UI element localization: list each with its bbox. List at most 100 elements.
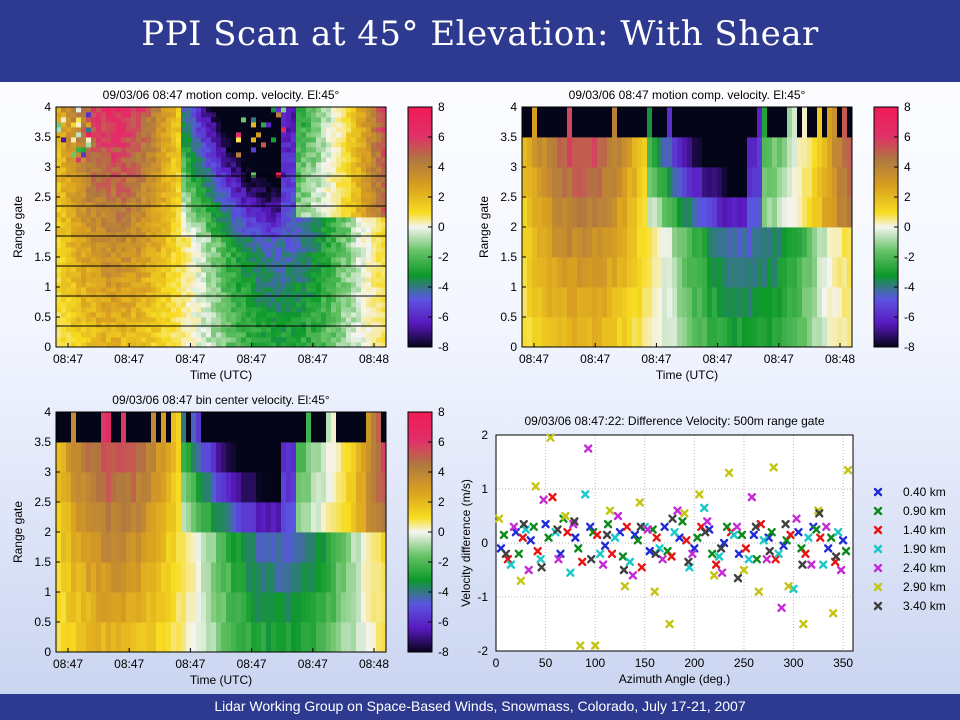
heatmap-cell: [111, 152, 117, 158]
heatmap-cell: [151, 317, 157, 323]
heatmap-cell: [151, 202, 157, 208]
heatmap-cell: [757, 107, 763, 138]
heatmap-cell: [747, 197, 753, 228]
heatmap-cell: [231, 222, 237, 228]
heatmap-cell: [747, 107, 753, 138]
heatmap-cell: [66, 152, 72, 158]
heatmap-cell: [151, 157, 157, 163]
heatmap-cell: [71, 277, 77, 283]
heatmap-cell: [151, 132, 157, 138]
heatmap-cell: [221, 342, 227, 348]
heatmap-cell: [151, 117, 157, 123]
heatmap-cell: [612, 167, 618, 198]
heatmap-cell: [256, 197, 262, 203]
heatmap-cell: [56, 182, 62, 188]
heatmap-cell: [121, 192, 127, 198]
heatmap-cell: [171, 137, 177, 143]
heatmap-cell: [106, 147, 112, 153]
heatmap-cell: [81, 187, 87, 193]
heatmap-cell: [106, 127, 112, 133]
heatmap-cell: [622, 317, 628, 348]
heatmap-cell: [291, 237, 297, 243]
heatmap-cell: [301, 162, 307, 168]
heatmap-cell: [111, 107, 117, 113]
heatmap-cell: [321, 332, 327, 338]
legend: 0.40 km0.90 km1.40 km1.90 km2.40 km2.90 …: [873, 485, 946, 613]
heatmap-cell: [772, 227, 778, 258]
heatmap-cell: [101, 162, 107, 168]
heatmap-cell: [271, 562, 277, 593]
heatmap-cell: [101, 227, 107, 233]
heatmap-cell: [251, 287, 257, 293]
heatmap-cell: [276, 127, 282, 133]
heatmap-cell: [361, 297, 367, 303]
heatmap-cell: [201, 242, 207, 248]
heatmap-cell: [812, 137, 818, 168]
heatmap-cell: [246, 222, 252, 228]
heatmap-cell: [76, 322, 82, 328]
heatmap-cell: [216, 502, 222, 533]
heatmap-cell: [91, 327, 97, 333]
heatmap-cell: [356, 342, 362, 348]
heatmap-cell: [632, 287, 638, 318]
heatmap-cell: [246, 237, 252, 243]
heatmap-cell: [81, 412, 87, 443]
heatmap-cell: [131, 197, 137, 203]
heatmap-cell: [126, 107, 132, 113]
heatmap-cell: [617, 287, 623, 318]
heatmap-cell: [166, 252, 172, 258]
heatmap-cell: [121, 297, 127, 303]
heatmap-cell: [316, 287, 322, 293]
heatmap-cell: [146, 132, 152, 138]
heatmap-cell: [256, 282, 262, 288]
heatmap-cell: [231, 197, 237, 203]
heatmap-cell: [141, 122, 147, 128]
heatmap-cell: [111, 117, 117, 123]
heatmap-cell: [86, 307, 92, 313]
heatmap-cell: [547, 197, 553, 228]
heatmap-cell: [71, 247, 77, 253]
heatmap-cell: [191, 327, 197, 333]
heatmap-cell: [602, 137, 608, 168]
heatmap-cell: [131, 112, 137, 118]
heatmap-cell: [762, 137, 768, 168]
heatmap-cell: [732, 257, 738, 288]
heatmap-cell: [136, 222, 142, 228]
heatmap-cell: [381, 117, 387, 123]
heatmap-cell: [216, 532, 222, 563]
heatmap-cell: [637, 317, 643, 348]
heatmap-cell: [341, 287, 347, 293]
heatmap-cell: [672, 197, 678, 228]
heatmap-cell: [226, 317, 232, 323]
heatmap-cell: [56, 212, 62, 218]
heatmap-cell: [216, 147, 222, 153]
heatmap-cell: [181, 307, 187, 313]
heatmap-cell: [81, 217, 87, 223]
heatmap-cell: [281, 187, 287, 193]
heatmap-cell: [186, 122, 192, 128]
heatmap-cell: [361, 147, 367, 153]
y-tick-label: 3.5: [500, 130, 517, 144]
heatmap-cell: [101, 272, 107, 278]
heatmap-cell: [231, 237, 237, 243]
heatmap-cell: [126, 202, 132, 208]
colorbar-tick-label: -6: [438, 310, 449, 324]
heatmap-cell: [331, 192, 337, 198]
heatmap-cell: [822, 137, 828, 168]
heatmap-cell: [241, 167, 247, 173]
heatmap-cell: [286, 252, 292, 258]
heatmap-cell: [101, 442, 107, 473]
heatmap-cell: [366, 167, 372, 173]
heatmap-cell: [201, 342, 207, 348]
colorbar-tick-label: -2: [438, 555, 449, 569]
heatmap-cell: [326, 592, 332, 623]
heatmap-cell: [56, 562, 62, 593]
heatmap-cell: [376, 162, 382, 168]
heatmap-cell: [321, 202, 327, 208]
heatmap-cell: [316, 237, 322, 243]
heatmap-cell: [331, 232, 337, 238]
heatmap-cell: [151, 182, 157, 188]
heatmap-cell: [356, 277, 362, 283]
x-tick-label: 08:47: [298, 657, 328, 671]
y-tick-label: 0: [44, 340, 51, 354]
